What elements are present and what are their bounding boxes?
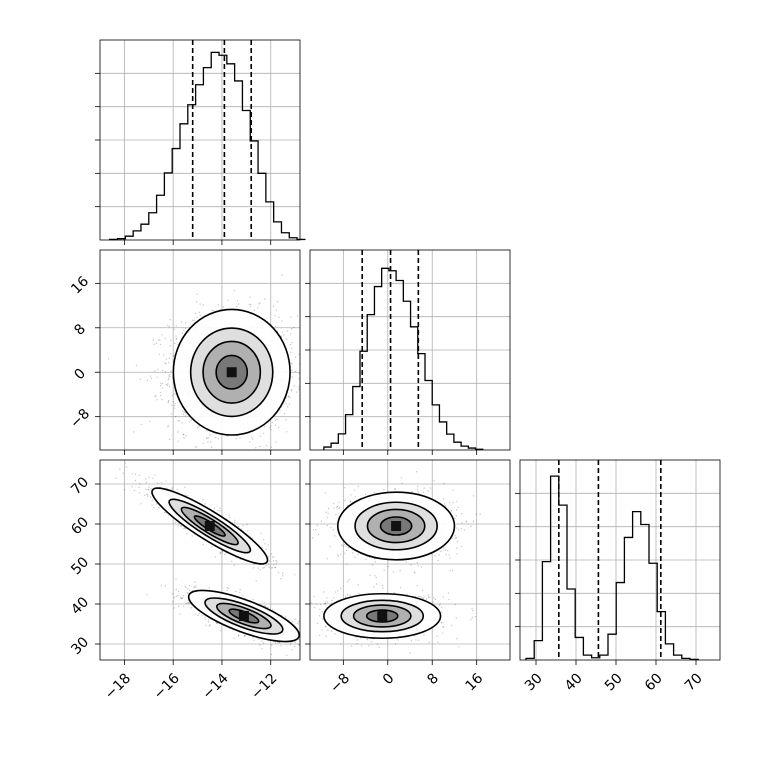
density-peak <box>238 611 249 621</box>
histogram-panel-2 <box>515 459 721 665</box>
x-tick-label-2: 30 <box>522 670 546 694</box>
x-tick-label-0: −14 <box>200 670 232 702</box>
density-0-2 <box>115 462 300 656</box>
scatter-panel-0-2 <box>95 459 301 665</box>
x-tick-label-0: −18 <box>102 670 134 702</box>
y-tick-label-1: −8 <box>67 406 93 432</box>
panel-frame <box>99 249 301 451</box>
density-peak <box>391 521 402 531</box>
scatter-panel-1-2 <box>305 459 511 665</box>
y-tick-label-2: 70 <box>68 474 92 498</box>
x-tick-label-0: −16 <box>151 670 183 702</box>
y-tick-label-2: 60 <box>68 514 92 538</box>
y-tick-label-2: 40 <box>68 594 92 618</box>
panel-frame <box>99 459 301 661</box>
histogram-panel-0 <box>95 39 306 245</box>
x-tick-label-2: 70 <box>682 670 706 694</box>
x-tick-label-1: −8 <box>327 670 353 696</box>
density-peak <box>204 521 215 531</box>
y-tick-label-1: 8 <box>71 321 89 339</box>
y-tick-label-2: 30 <box>68 634 92 658</box>
x-tick-label-2: 60 <box>642 670 666 694</box>
histogram-2 <box>525 475 699 661</box>
y-tick-label-2: 50 <box>68 554 92 578</box>
density-1-2 <box>311 471 481 654</box>
x-tick-label-0: −12 <box>248 670 280 702</box>
density-0-1 <box>107 274 300 450</box>
histogram-0 <box>109 51 306 241</box>
panel-frame <box>309 459 511 661</box>
histogram-panel-1 <box>305 249 511 455</box>
x-tick-label-1: 16 <box>463 670 487 694</box>
y-tick-label-1: 0 <box>71 366 89 384</box>
scatter-panel-0-1 <box>95 249 301 455</box>
x-tick-label-1: 8 <box>424 670 442 688</box>
density-peak <box>377 611 388 621</box>
y-tick-label-1: 16 <box>68 273 92 297</box>
density-peak <box>226 367 237 378</box>
x-tick-label-2: 50 <box>602 670 626 694</box>
x-tick-label-1: 0 <box>380 670 398 688</box>
histogram-1 <box>323 267 484 450</box>
x-tick-label-2: 40 <box>562 670 586 694</box>
